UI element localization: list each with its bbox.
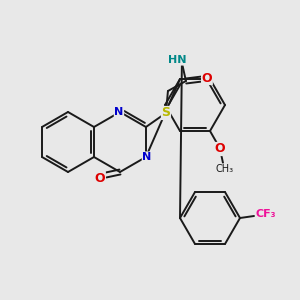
- Text: O: O: [94, 172, 105, 184]
- Text: O: O: [202, 71, 212, 85]
- Text: CF₃: CF₃: [256, 209, 276, 219]
- Text: N: N: [142, 152, 152, 162]
- Text: CH₃: CH₃: [216, 164, 234, 174]
- Text: S: S: [161, 106, 170, 119]
- Text: N: N: [114, 107, 124, 117]
- Text: HN: HN: [168, 55, 186, 65]
- Text: O: O: [215, 142, 225, 155]
